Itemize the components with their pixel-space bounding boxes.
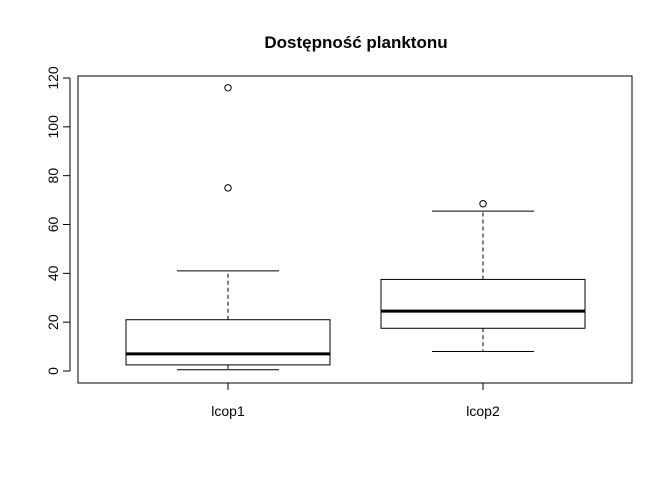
boxes: [125, 84, 586, 371]
outlier-point: [224, 84, 232, 92]
chart-title: Dostępność planktonu: [264, 33, 447, 52]
y-tick-label: 100: [45, 115, 61, 139]
x-tick-label: lcop1: [211, 403, 245, 419]
box-lcop2: [380, 200, 586, 352]
iqr-box: [125, 319, 331, 366]
y-tick-label: 20: [45, 314, 61, 330]
y-axis: 0 20 40 60 80 100 120: [45, 66, 71, 375]
x-axis: lcop1 lcop2: [211, 382, 500, 419]
y-tick-label: 60: [45, 217, 61, 233]
x-tick-label: lcop2: [466, 403, 500, 419]
box-lcop1: [125, 84, 331, 371]
y-tick-label: 120: [45, 66, 61, 90]
y-tick-label: 40: [45, 265, 61, 281]
outlier-point: [224, 184, 232, 192]
outlier-point: [479, 200, 487, 208]
y-tick-label: 80: [45, 168, 61, 184]
iqr-box: [380, 278, 586, 329]
y-tick-label: 0: [45, 367, 61, 375]
